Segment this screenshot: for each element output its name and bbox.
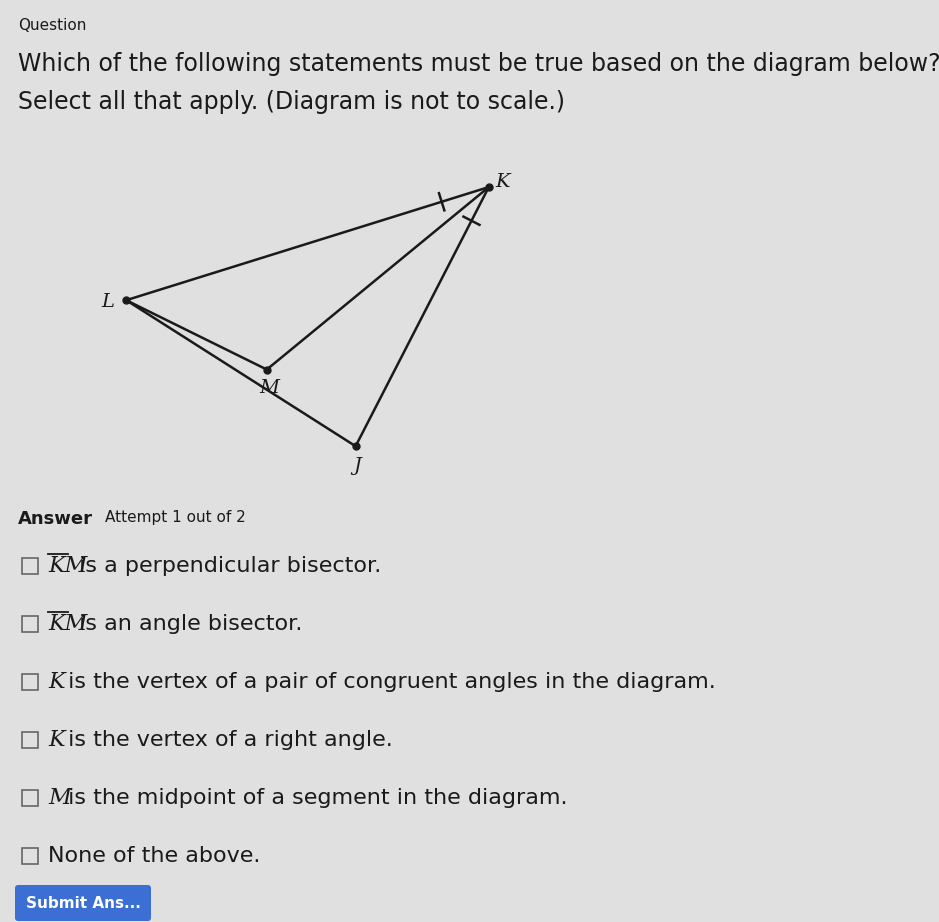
Text: Answer: Answer	[18, 510, 93, 528]
Text: is a perpendicular bisector.: is a perpendicular bisector.	[72, 556, 381, 576]
Text: Attempt 1 out of 2: Attempt 1 out of 2	[105, 510, 246, 525]
Text: KM: KM	[48, 613, 87, 635]
Bar	[22, 558, 38, 574]
Text: J: J	[354, 457, 362, 475]
Text: Which of the following statements must be true based on the diagram below?: Which of the following statements must b…	[18, 52, 939, 76]
Bar	[22, 732, 38, 748]
Bar	[22, 848, 38, 864]
Text: M: M	[48, 787, 70, 809]
Bar	[22, 616, 38, 632]
Text: L: L	[101, 293, 115, 312]
Text: K: K	[496, 173, 510, 191]
Text: K: K	[48, 671, 65, 693]
Text: is an angle bisector.: is an angle bisector.	[72, 614, 302, 634]
Bar	[22, 674, 38, 690]
FancyBboxPatch shape	[15, 885, 151, 921]
Text: Submit Ans...: Submit Ans...	[25, 895, 141, 911]
Text: is the midpoint of a segment in the diagram.: is the midpoint of a segment in the diag…	[61, 788, 567, 808]
Text: None of the above.: None of the above.	[48, 846, 260, 866]
Text: Question: Question	[18, 18, 86, 33]
Text: Select all that apply. (Diagram is not to scale.): Select all that apply. (Diagram is not t…	[18, 90, 565, 114]
Text: KM: KM	[48, 555, 87, 577]
Text: is the vertex of a right angle.: is the vertex of a right angle.	[61, 730, 393, 750]
Text: K: K	[48, 729, 65, 751]
Text: is the vertex of a pair of congruent angles in the diagram.: is the vertex of a pair of congruent ang…	[61, 672, 716, 692]
Text: M: M	[259, 379, 279, 396]
Bar	[22, 790, 38, 806]
